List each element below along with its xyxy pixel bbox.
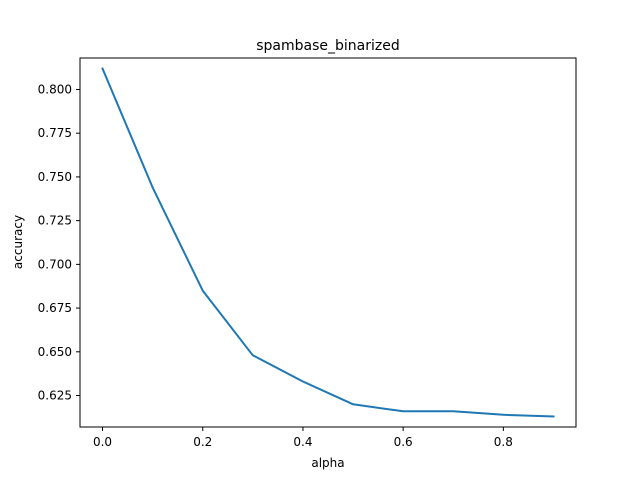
x-tick-label: 0.4	[293, 435, 312, 449]
data-point	[102, 67, 104, 69]
data-point	[252, 354, 254, 356]
x-tick-label: 0.6	[394, 435, 413, 449]
data-point	[552, 416, 554, 418]
x-axis-label: alpha	[311, 456, 344, 470]
x-tick-label: 0.8	[494, 435, 513, 449]
series-line	[101, 67, 555, 418]
y-tick-label: 0.625	[38, 389, 72, 403]
y-tick-label: 0.750	[38, 170, 72, 184]
x-tick-label: 0.2	[193, 435, 212, 449]
y-tick-label: 0.725	[38, 214, 72, 228]
y-tick-label: 0.650	[38, 345, 72, 359]
y-axis-label: accuracy	[11, 215, 25, 269]
data-point	[452, 410, 454, 412]
data-point	[402, 410, 404, 412]
data-point	[202, 290, 204, 292]
data-point	[302, 381, 304, 383]
y-axis-ticks: 0.625 0.650 0.675 0.700 0.725 0.750 0.775 0.800	[38, 82, 80, 403]
data-point	[502, 414, 504, 416]
y-tick-label: 0.800	[38, 82, 72, 96]
chart-title: spambase_binarized	[256, 38, 400, 54]
x-axis-ticks: 0.0 0.2 0.4 0.6 0.8	[93, 427, 513, 449]
y-tick-label: 0.700	[38, 257, 72, 271]
y-tick-label: 0.775	[38, 126, 72, 140]
plot-frame	[79, 57, 577, 428]
x-tick-label: 0.0	[93, 435, 112, 449]
plot-area	[101, 67, 555, 418]
y-tick-label: 0.675	[38, 301, 72, 315]
data-point	[352, 403, 354, 405]
data-point	[152, 186, 154, 188]
